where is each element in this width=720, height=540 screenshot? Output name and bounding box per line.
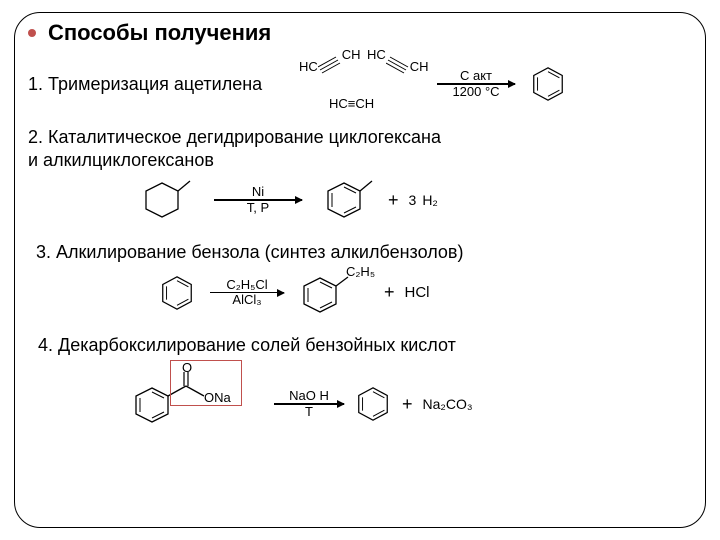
arrow-2-above: Ni (252, 185, 264, 199)
ch-label: CH (410, 59, 429, 74)
arrow-4: NaO H T (274, 389, 344, 419)
item-1-row: 1. Тримеризация ацетилена HC CH HC (28, 56, 692, 112)
arrow-4-below: T (305, 405, 313, 419)
toluene-icon (320, 175, 378, 225)
red-highlight-box (170, 360, 242, 406)
arrow-1-above: С акт (460, 69, 492, 83)
arrow-4-above: NaO H (289, 389, 329, 403)
arrow-3-below: AlCl₃ (232, 293, 261, 307)
arrow-1: С акт 1200 °C (437, 69, 515, 99)
arrow-3: C₂H₅Cl AlCl₃ (210, 278, 284, 308)
item-2-text-a: 2. Каталитическое дегидрирование циклоге… (28, 126, 692, 149)
scheme-2: Ni T, P + 3 H₂ (138, 175, 692, 225)
arrow-2: Ni T, P (214, 185, 302, 215)
benzene-icon (158, 274, 196, 312)
c2h5-label: C₂H₅ (346, 264, 375, 279)
triple-bond-icon (318, 56, 342, 74)
hc-ch-bottom: HC≡CH (329, 96, 374, 111)
title-row: Способы получения (28, 20, 692, 46)
scheme-4: O ONa NaO H T + Na₂CO₃ (128, 368, 692, 440)
plus-icon: + (388, 190, 399, 211)
item-4-text: 4. Декарбоксилирование солей бензойных к… (38, 334, 692, 357)
triple-bond-icon (386, 56, 410, 74)
slide: Способы получения 1. Тримеризация ацетил… (0, 0, 720, 540)
plus-icon: + (384, 282, 395, 303)
page-title: Способы получения (48, 20, 271, 46)
benzene-icon (354, 385, 392, 423)
hc-label: HC (367, 47, 386, 62)
arrow-2-below: T, P (247, 201, 269, 215)
arrow-1-below: 1200 °C (452, 85, 499, 99)
content-area: Способы получения 1. Тримеризация ацетил… (28, 20, 692, 440)
benzoate-group: O ONa (128, 368, 264, 440)
acetylene-group: HC CH HC (299, 56, 429, 112)
h2-label: H₂ (422, 192, 438, 208)
ethylbenzene-group: C₂H₅ (298, 268, 374, 318)
item-1-text: 1. Тримеризация ацетилена (28, 73, 293, 96)
scheme-3: C₂H₅Cl AlCl₃ C₂H₅ + HCl (158, 268, 692, 318)
item-2-text-b: и алкилциклогексанов (28, 149, 692, 172)
hcl-label: HCl (405, 284, 430, 301)
hc-label: HC (299, 59, 318, 74)
coef-3: 3 (409, 192, 417, 208)
arrow-3-above: C₂H₅Cl (226, 278, 267, 292)
methylcyclohexane-icon (138, 175, 196, 225)
scheme-1: HC CH HC (299, 56, 567, 112)
plus-icon: + (402, 394, 413, 415)
na2co3-label: Na₂CO₃ (423, 396, 473, 412)
ch-label: CH (342, 47, 361, 62)
bullet-icon (28, 29, 36, 37)
benzene-icon (529, 65, 567, 103)
item-3-text: 3. Алкилирование бензола (синтез алкилбе… (36, 241, 692, 264)
